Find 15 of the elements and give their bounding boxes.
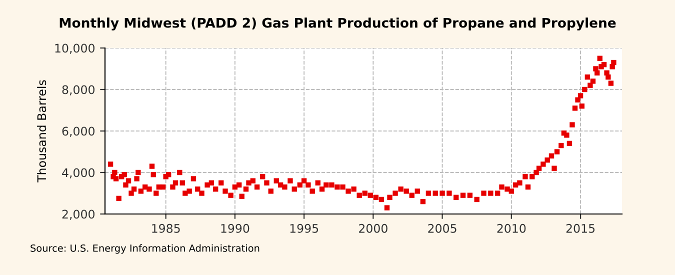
y-tick-label: 10,000 [55,44,94,54]
x-tick-label: 2005 [428,224,456,233]
x-tick-label: 2000 [359,224,388,233]
x-tick-label: 1995 [290,224,318,233]
y-axis-title: Thousand Barrels [36,80,46,182]
x-tick-label: 2015 [566,224,595,233]
y-tick-label: 8,000 [62,85,94,96]
y-tick-label: 2,000 [62,210,94,220]
x-tick-label: 1985 [152,224,180,233]
y-tick-label: 6,000 [62,126,94,137]
y-tick-label: 4,000 [62,168,94,178]
x-tick-label: 1990 [221,224,250,233]
chart-title: Monthly Midwest (PADD 2) Gas Plant Production of Propane and Propylene [60,18,616,30]
x-tick-label: 2010 [497,224,526,233]
source-note: Source: U.S. Energy Information Administration [30,244,260,254]
